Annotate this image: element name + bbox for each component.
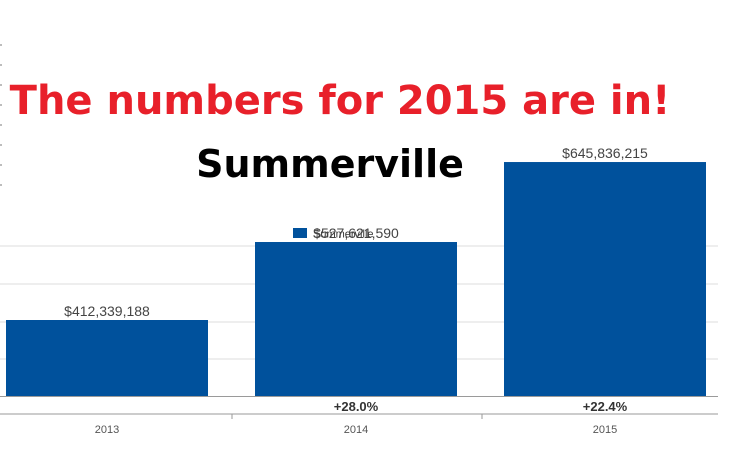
x-tick-label-2014: 2014 bbox=[344, 424, 368, 436]
change-labels: +28.0% +22.4% bbox=[334, 399, 628, 414]
change-label-2014: +28.0% bbox=[334, 399, 379, 414]
x-tick-label-2015: 2015 bbox=[593, 424, 617, 436]
data-labels: $412,339,188 $527,621,590 $645,836,215 bbox=[64, 145, 648, 319]
change-label-2015: +22.4% bbox=[583, 399, 628, 414]
data-label-2015: $645,836,215 bbox=[562, 145, 648, 161]
bars bbox=[6, 162, 706, 396]
data-label-2014: $527,621,590 bbox=[313, 225, 399, 241]
left-edge-dots bbox=[0, 40, 2, 200]
bar-2014 bbox=[255, 242, 457, 396]
x-tick-label-2013: 2013 bbox=[95, 424, 119, 436]
x-axis-ticks: 2013 2014 2015 bbox=[95, 424, 617, 436]
legend-label: Summerville bbox=[313, 229, 374, 241]
bar-2015 bbox=[504, 162, 706, 396]
bar-2013 bbox=[6, 320, 208, 396]
legend[interactable]: Summerville bbox=[293, 228, 374, 241]
legend-swatch bbox=[293, 228, 307, 238]
subheadline: Summerville bbox=[196, 142, 464, 186]
data-label-2013: $412,339,188 bbox=[64, 303, 150, 319]
headline: The numbers for 2015 are in! bbox=[9, 78, 671, 124]
